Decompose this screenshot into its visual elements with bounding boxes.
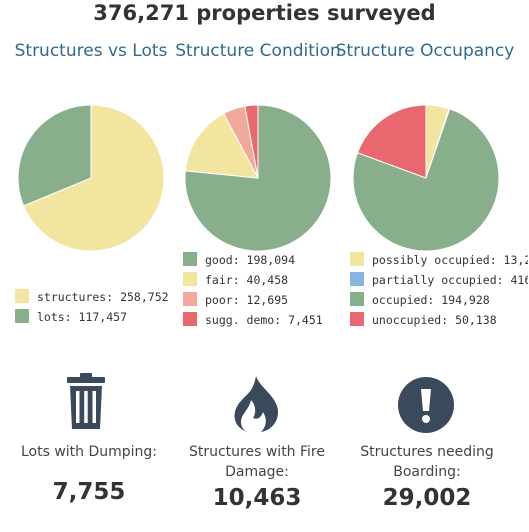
trash-can-icon (66, 373, 106, 433)
legend-item-lots: lots: 117,457 (15, 307, 127, 327)
pie-slice-lots (17, 104, 92, 207)
pie-structures-vs-lots (17, 104, 165, 252)
chart-title-structure-occupancy: Structure Occupancy (335, 41, 515, 61)
pie-slice-fair (184, 112, 259, 179)
pie-structure-condition (184, 104, 332, 252)
stat-value-dumping: 7,755 (52, 479, 126, 505)
pie-structure-occupancy (352, 104, 500, 252)
page-headline: 376,271 properties surveyed (93, 1, 436, 25)
legend-label: poor: 12,695 (205, 293, 289, 307)
legend-label: lots: 117,457 (37, 310, 128, 324)
legend-label: partially occupied: 416 (372, 273, 528, 287)
legend-swatch (183, 292, 197, 306)
pie-slice-sugg-demo (244, 104, 259, 179)
legend-structures-vs-lots: structures: 258,752 lots: 117,457 (15, 287, 185, 331)
legend-item-structures: structures: 258,752 (15, 287, 169, 307)
legend-structure-occupancy: possibly occupied: 13,2 partially occupie… (350, 250, 528, 334)
legend-label: occupied: 194,928 (372, 293, 490, 307)
legend-item-possibly-occupied: possibly occupied: 13,2 (350, 250, 528, 270)
legend-label: sugg. demo: 7,451 (205, 313, 323, 327)
legend-label: fair: 40,458 (205, 273, 289, 287)
legend-item-occupied: occupied: 194,928 (350, 290, 490, 310)
chart-title-structures-vs-lots: Structures vs Lots (14, 41, 168, 61)
legend-label: good: 198,094 (205, 253, 296, 267)
legend-swatch (15, 289, 29, 303)
legend-swatch (350, 272, 364, 286)
legend-swatch (183, 252, 197, 266)
pie-slice-occupied (352, 108, 500, 252)
legend-swatch (350, 292, 364, 306)
legend-item-unoccupied: unoccupied: 50,138 (350, 310, 497, 330)
stat-value-fire-damage: 10,463 (212, 485, 302, 511)
legend-label: unoccupied: 50,138 (372, 313, 497, 327)
legend-swatch (15, 309, 29, 323)
legend-label: structures: 258,752 (37, 290, 169, 304)
legend-item-fair: fair: 40,458 (183, 270, 288, 290)
legend-item-partially-occupied: partially occupied: 416 (350, 270, 528, 290)
legend-swatch (350, 312, 364, 326)
flame-icon (233, 376, 285, 436)
legend-label: possibly occupied: 13,2 (372, 253, 528, 267)
stat-label-dumping: Lots with Dumping: (20, 444, 158, 460)
stat-label-boarding: Structures needing Boarding: (360, 444, 494, 480)
stat-value-boarding: 29,002 (382, 485, 472, 511)
stat-label-fire-damage: Structures with Fire Damage: (188, 444, 325, 480)
pie-slice-structures (22, 104, 165, 252)
pie-slice-good (184, 104, 332, 252)
pie-slice-unoccupied (356, 104, 427, 179)
legend-item-good: good: 198,094 (183, 250, 295, 270)
chart-title-structure-condition: Structure Condition (175, 41, 341, 61)
legend-swatch (350, 252, 364, 266)
exclamation-circle-icon (398, 377, 454, 437)
legend-structure-condition: good: 198,094 fair: 40,458 poor: 12,695 sug… (183, 250, 353, 334)
legend-item-poor: poor: 12,695 (183, 290, 288, 310)
legend-swatch (183, 272, 197, 286)
legend-swatch (183, 312, 197, 326)
legend-item-sugg-demo: sugg. demo: 7,451 (183, 310, 323, 330)
